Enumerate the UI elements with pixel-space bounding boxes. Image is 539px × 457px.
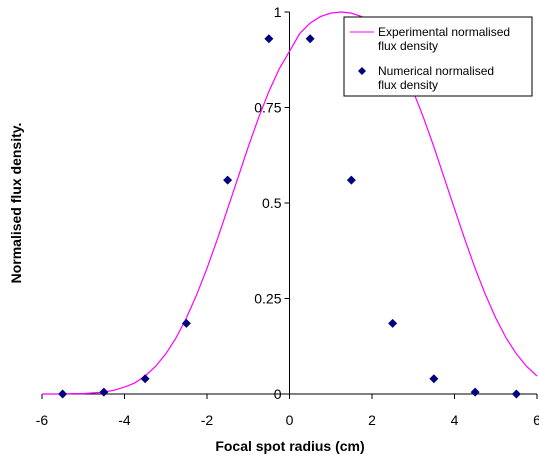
numerical-flux-point [429, 374, 439, 384]
numerical-flux-point [223, 175, 233, 185]
numerical-flux-point [181, 318, 191, 328]
x-axis-title: Focal spot radius (cm) [215, 438, 364, 454]
legend-experimental-label-line1: Experimental normalised [378, 25, 510, 39]
legend-box [343, 16, 533, 97]
x-tick-label: 0 [286, 412, 294, 428]
x-tick-label: 2 [368, 412, 376, 428]
numerical-flux-point [346, 175, 356, 185]
axes [41, 11, 538, 399]
experimental-flux-line [42, 11, 538, 395]
numerical-flux-point [58, 389, 68, 399]
numerical-flux-point [140, 374, 150, 384]
numerical-flux-point [511, 389, 521, 399]
y-tick-label: 0.25 [254, 291, 281, 307]
series-layer [42, 11, 538, 399]
x-tick-label: 6 [533, 412, 539, 428]
numerical-flux-point [388, 318, 398, 328]
x-tick-label: -2 [201, 412, 214, 428]
legend: Experimental normalised flux density Num… [343, 16, 533, 97]
numerical-flux-point [99, 387, 109, 397]
x-tick-label: 4 [451, 412, 459, 428]
legend-numerical-label-line1: Numerical normalised [378, 64, 494, 78]
x-tick-label: -6 [36, 412, 49, 428]
numerical-flux-point [264, 34, 274, 44]
y-axis-title: Normalised flux density. [8, 123, 24, 284]
y-tick-label: 1 [274, 4, 282, 20]
legend-numerical-marker [358, 67, 366, 75]
x-tick-label: -4 [118, 412, 131, 428]
numerical-flux-point [305, 34, 315, 44]
y-tick-label: 0.5 [262, 195, 282, 211]
legend-numerical-label-line2: flux density [378, 78, 438, 92]
y-tick-label: 0 [274, 386, 282, 402]
x-tick-labels: -6 -4 -2 0 2 4 6 [36, 412, 539, 428]
y-tick-label: 0.75 [254, 100, 281, 116]
legend-experimental-label-line2: flux density [378, 39, 438, 53]
numerical-flux-point [470, 387, 480, 397]
y-tick-labels: 0 0.25 0.5 0.75 1 [254, 4, 281, 402]
